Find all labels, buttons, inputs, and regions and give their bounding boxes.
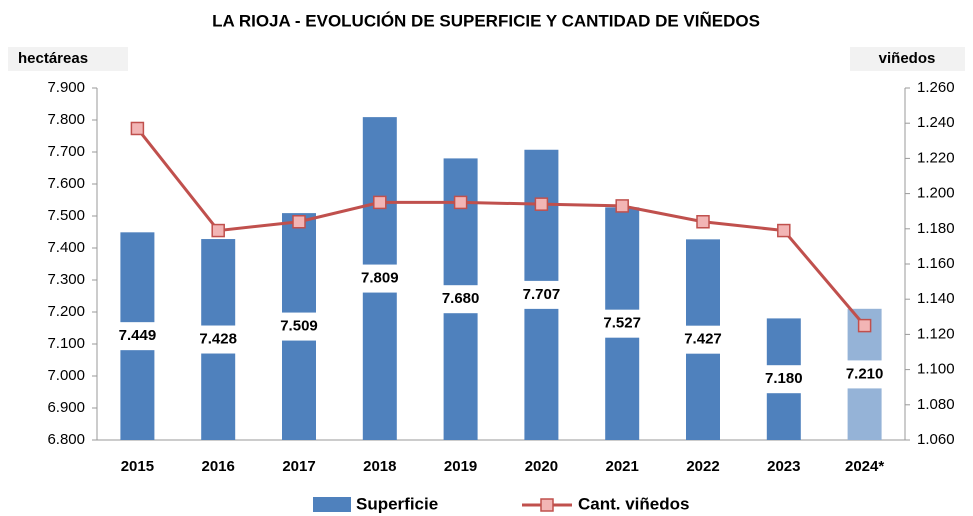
legend-label: Cant. viñedos: [578, 494, 689, 513]
label-bg: [673, 325, 733, 354]
label-bg: [511, 280, 572, 309]
x-tick-label: 2018: [363, 458, 396, 475]
data-label: 7.210: [846, 365, 884, 382]
y-tick-label: 7.600: [47, 175, 85, 192]
data-label: 7.180: [765, 370, 803, 387]
data-label: 7.449: [119, 327, 157, 344]
y-tick-label: 7.400: [47, 239, 85, 256]
y2-tick-label: 1.160: [917, 255, 955, 272]
label-bg: [269, 312, 329, 341]
data-label: 7.428: [199, 330, 237, 347]
y-tick-label: 7.000: [47, 367, 85, 384]
y2-axis-label: viñedos: [879, 50, 936, 67]
y-tick-label: 7.900: [47, 79, 85, 96]
y2-tick-label: 1.100: [917, 361, 955, 378]
data-label: 7.427: [684, 331, 722, 348]
x-tick-label: 2015: [121, 458, 154, 475]
x-tick-label: 2019: [444, 458, 477, 475]
x-tick-label: 2021: [606, 458, 639, 475]
label-bg: [188, 325, 249, 354]
chart-title: LA RIOJA - EVOLUCIÓN DE SUPERFICIE Y CAN…: [212, 10, 760, 30]
x-tick-label: 2023: [767, 458, 800, 475]
y2-label-box: [850, 47, 965, 71]
line-marker: [211, 223, 225, 238]
y2-tick-label: 1.200: [917, 185, 955, 202]
data-label: 7.707: [523, 286, 561, 303]
label-bg: [430, 285, 491, 314]
y-tick-label: 7.700: [47, 143, 85, 160]
data-label: 7.809: [361, 270, 399, 287]
legend-label: Superficie: [356, 494, 438, 513]
y2-tick-label: 1.060: [917, 431, 955, 448]
y2-tick-label: 1.260: [917, 79, 955, 96]
y-tick-label: 7.300: [47, 271, 85, 288]
data-label: 7.509: [280, 318, 318, 335]
x-tick-label: 2022: [686, 458, 719, 475]
line-marker: [373, 195, 387, 210]
label-bg: [753, 365, 814, 394]
x-tick-label: 2017: [282, 458, 315, 475]
y-tick-label: 7.200: [47, 303, 85, 320]
data-label: 7.680: [442, 290, 480, 307]
y2-tick-label: 1.180: [917, 220, 955, 237]
y2-tick-label: 1.120: [917, 325, 955, 342]
x-tick-label: 2016: [202, 458, 235, 475]
y-tick-label: 7.500: [47, 207, 85, 224]
y-label-box: [8, 47, 128, 71]
label-bg: [107, 322, 168, 351]
x-tick-label: 2024*: [845, 458, 884, 475]
legend-swatch: [313, 497, 351, 512]
y2-tick-label: 1.140: [917, 290, 955, 307]
y-tick-label: 6.800: [47, 431, 85, 448]
y-tick-label: 7.100: [47, 335, 85, 352]
line-marker: [292, 215, 306, 229]
label-bg: [349, 264, 410, 293]
y-axis-label: hectáreas: [18, 50, 88, 67]
x-tick-label: 2020: [525, 458, 558, 475]
y2-tick-label: 1.080: [917, 396, 955, 413]
data-label: 7.527: [603, 315, 641, 332]
line-marker: [453, 195, 468, 210]
label-bg: [592, 309, 653, 338]
line-marker: [777, 223, 791, 238]
line-marker: [615, 199, 629, 213]
line-marker: [534, 197, 549, 211]
label-bg: [834, 360, 895, 389]
line-marker: [130, 121, 145, 136]
line-marker: [696, 215, 710, 229]
line-marker: [857, 318, 872, 333]
y-tick-label: 7.800: [47, 111, 85, 128]
line: [136, 127, 866, 327]
y-tick-label: 6.900: [47, 399, 85, 416]
y2-tick-label: 1.220: [917, 149, 955, 166]
y2-tick-label: 1.240: [917, 114, 955, 131]
legend-marker: [540, 498, 554, 512]
